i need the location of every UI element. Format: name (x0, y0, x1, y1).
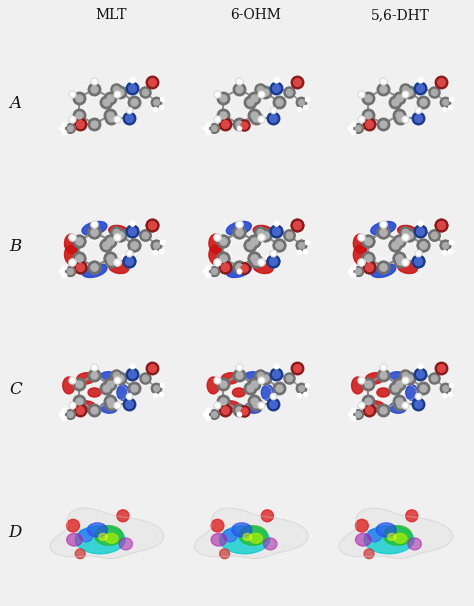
Ellipse shape (398, 225, 418, 237)
Ellipse shape (94, 525, 123, 545)
Ellipse shape (109, 262, 128, 273)
Ellipse shape (406, 510, 418, 522)
Ellipse shape (100, 371, 117, 382)
Ellipse shape (209, 234, 223, 254)
Text: 5,6-DHT: 5,6-DHT (371, 8, 430, 22)
Text: D: D (9, 524, 22, 541)
Ellipse shape (389, 402, 406, 413)
Ellipse shape (364, 525, 414, 554)
Ellipse shape (406, 385, 418, 400)
Ellipse shape (398, 262, 418, 273)
Ellipse shape (109, 225, 128, 237)
Ellipse shape (388, 533, 396, 541)
Ellipse shape (253, 262, 273, 273)
Ellipse shape (371, 264, 396, 278)
Ellipse shape (105, 533, 118, 543)
Ellipse shape (232, 523, 252, 537)
Ellipse shape (261, 385, 273, 400)
Ellipse shape (364, 549, 374, 559)
Ellipse shape (82, 264, 107, 278)
Ellipse shape (249, 533, 263, 543)
Ellipse shape (100, 402, 117, 413)
Ellipse shape (77, 401, 95, 412)
Text: C: C (9, 381, 22, 398)
Ellipse shape (368, 529, 382, 542)
Ellipse shape (353, 234, 368, 254)
Ellipse shape (223, 529, 237, 542)
Ellipse shape (383, 525, 412, 545)
Ellipse shape (376, 523, 396, 537)
Ellipse shape (232, 388, 245, 397)
Ellipse shape (77, 373, 95, 384)
Ellipse shape (75, 549, 85, 559)
Ellipse shape (353, 245, 368, 265)
Ellipse shape (64, 234, 79, 254)
Ellipse shape (82, 221, 107, 235)
Ellipse shape (219, 549, 229, 559)
Ellipse shape (99, 533, 107, 541)
Ellipse shape (221, 373, 239, 384)
Ellipse shape (394, 533, 407, 543)
Ellipse shape (117, 510, 129, 522)
Ellipse shape (88, 388, 101, 397)
Ellipse shape (245, 402, 262, 413)
Ellipse shape (261, 510, 273, 522)
Ellipse shape (408, 538, 421, 550)
Ellipse shape (211, 533, 227, 546)
Text: 6-OHM: 6-OHM (230, 8, 282, 22)
Ellipse shape (64, 245, 79, 265)
Ellipse shape (207, 377, 219, 394)
Ellipse shape (209, 245, 223, 265)
Ellipse shape (67, 519, 80, 532)
Ellipse shape (365, 401, 384, 412)
Ellipse shape (63, 377, 75, 394)
Ellipse shape (227, 264, 251, 278)
Ellipse shape (239, 525, 267, 545)
Ellipse shape (211, 519, 224, 532)
Text: MLT: MLT (96, 8, 128, 22)
Ellipse shape (75, 525, 125, 554)
Ellipse shape (219, 525, 270, 554)
Polygon shape (194, 508, 308, 559)
Ellipse shape (227, 221, 251, 235)
Ellipse shape (243, 533, 252, 541)
Ellipse shape (371, 221, 396, 235)
Ellipse shape (117, 385, 129, 400)
Text: A: A (9, 95, 21, 112)
Text: B: B (9, 238, 21, 255)
Ellipse shape (264, 538, 277, 550)
Polygon shape (50, 508, 164, 559)
Ellipse shape (365, 373, 384, 384)
Ellipse shape (245, 371, 262, 382)
Ellipse shape (119, 538, 133, 550)
Ellipse shape (352, 377, 364, 394)
Ellipse shape (221, 401, 239, 412)
Ellipse shape (87, 523, 107, 537)
Ellipse shape (356, 533, 371, 546)
Ellipse shape (356, 519, 368, 532)
Ellipse shape (253, 225, 273, 237)
Ellipse shape (389, 371, 406, 382)
Ellipse shape (377, 388, 390, 397)
Ellipse shape (79, 529, 93, 542)
Polygon shape (339, 508, 453, 559)
Ellipse shape (67, 533, 82, 546)
